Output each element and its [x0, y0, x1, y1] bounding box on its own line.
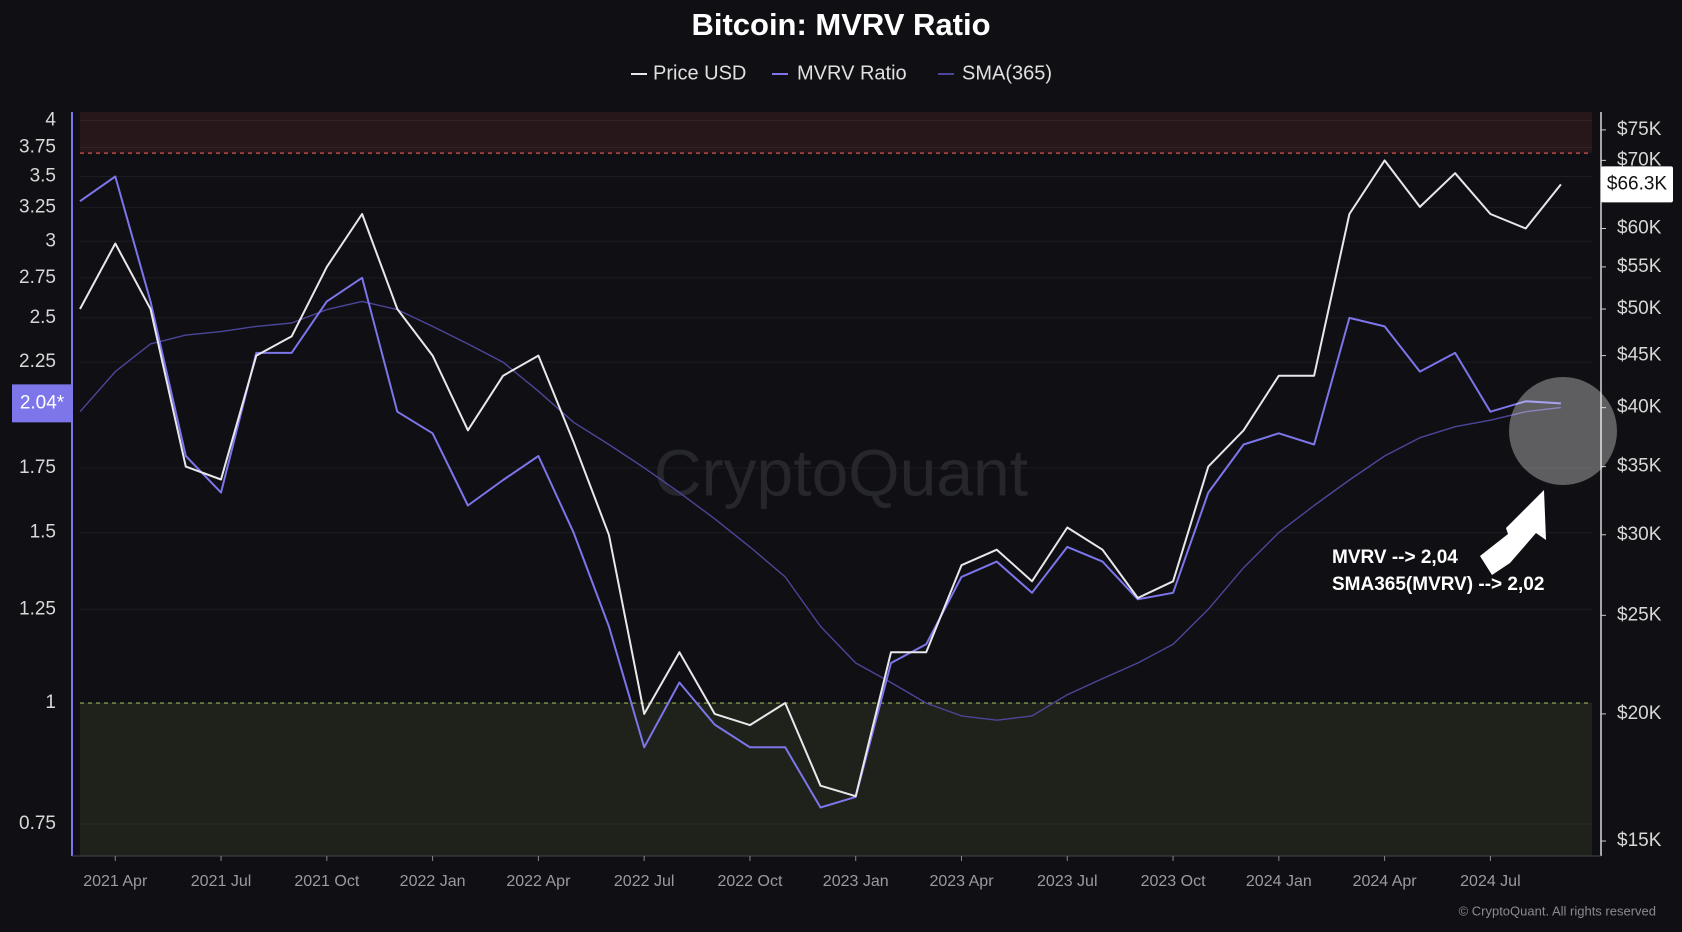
series-line: [79, 175, 1561, 809]
y2-tick-label: $55K: [1617, 256, 1662, 277]
legend-label: SMA(365): [962, 62, 1052, 84]
y2-tick-label: $45K: [1617, 345, 1662, 366]
series-line: [79, 159, 1562, 798]
x-tick-label: 2023 Jul: [1037, 873, 1098, 890]
end-label: 2.04*: [20, 392, 65, 413]
x-tick-label: 2022 Oct: [717, 873, 782, 890]
x-tick-label: 2021 Jul: [191, 873, 252, 890]
end-label: $66.3K: [1607, 173, 1668, 194]
x-tick-label: 2022 Apr: [506, 873, 571, 890]
y-tick-label: 1: [45, 692, 56, 713]
x-tick-label: 2022 Jan: [400, 873, 466, 890]
y-tick-label: 4: [45, 109, 56, 130]
y2-tick-label: $25K: [1617, 604, 1662, 625]
y-tick-label: 1.75: [19, 457, 56, 478]
y-tick-label: 1.5: [30, 522, 56, 543]
annotation: MVRV --> 2,04: [1332, 547, 1458, 568]
x-tick-label: 2021 Oct: [294, 873, 359, 890]
y2-tick-label: $50K: [1617, 298, 1662, 319]
arrow: [1480, 490, 1546, 575]
footer: © CryptoQuant. All rights reserved: [1459, 903, 1656, 918]
y-tick-label: 2.25: [19, 351, 56, 372]
end-label-box: [12, 384, 72, 423]
y-tick-label: 2.75: [19, 267, 56, 288]
x-tick-label: 2024 Apr: [1353, 873, 1418, 890]
x-tick-label: 2023 Apr: [929, 873, 994, 890]
chart-title: Bitcoin: MVRV Ratio: [691, 7, 990, 42]
y-tick-label: 3.75: [19, 136, 56, 157]
y2-tick-label: $40K: [1617, 397, 1662, 418]
legend-label: Price USD: [653, 62, 746, 84]
x-tick-label: 2023 Oct: [1141, 873, 1206, 890]
y-tick-label: 3.25: [19, 197, 56, 218]
y-tick-label: 0.75: [19, 813, 56, 834]
y2-tick-label: $70K: [1617, 149, 1662, 170]
y-tick-label: 1.25: [19, 598, 56, 619]
y-tick-label: 2.5: [30, 307, 56, 328]
x-tick-label: 2024 Jul: [1460, 873, 1521, 890]
series-line: [79, 300, 1561, 721]
plot-area: 0.75 1 1.25 1.5 1.75 2.25 2.5 2.75 3 3.25 3.5 3.75 4…: [19, 109, 1662, 890]
watermark: CryptoQuant: [654, 435, 1028, 509]
legend-label: MVRV Ratio: [797, 62, 907, 84]
y-tick-label: 3.5: [30, 165, 56, 186]
highlight-circle: [1509, 377, 1617, 485]
marks: [79, 159, 1562, 809]
x-tick-label: 2022 Jul: [614, 873, 675, 890]
end-label-box: [1601, 166, 1673, 203]
y2-tick-label: $30K: [1617, 524, 1662, 545]
y2-tick-label: $60K: [1617, 218, 1662, 239]
y-tick-label: 3: [45, 230, 56, 251]
y2-tick-label: $75K: [1617, 119, 1662, 140]
reference-zone: [80, 112, 1592, 154]
x-tick-label: 2023 Jan: [823, 873, 889, 890]
annotation: SMA365(MVRV) --> 2,02: [1332, 574, 1544, 595]
x-tick-label: 2021 Apr: [83, 873, 148, 890]
y2-tick-label: $15K: [1617, 830, 1662, 851]
x-tick-label: 2024 Jan: [1246, 873, 1312, 890]
y2-tick-label: $35K: [1617, 456, 1662, 477]
reference-zone: [80, 703, 1592, 856]
y2-tick-label: $20K: [1617, 703, 1662, 724]
